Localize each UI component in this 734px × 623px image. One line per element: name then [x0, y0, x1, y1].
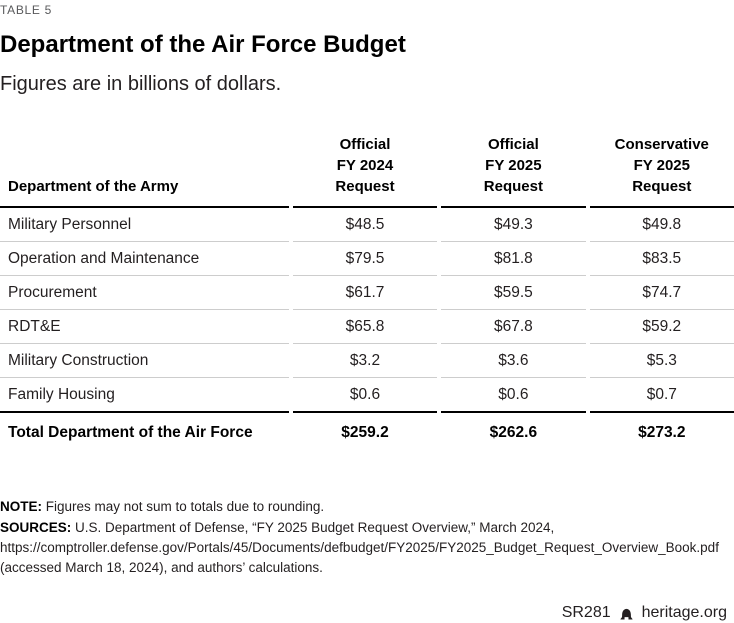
cell-value: $3.2	[292, 344, 438, 379]
column-header-line: Request	[335, 178, 395, 196]
table-row: Family Housing $0.6 $0.6 $0.7	[0, 378, 734, 414]
note-text: Figures may not sum to totals due to rou…	[42, 499, 325, 515]
page-title: Department of the Air Force Budget	[0, 31, 406, 58]
column-header-line: FY 2025	[633, 157, 690, 175]
cell-value: $79.5	[292, 242, 438, 277]
budget-table: Department of the Army Official FY 2024 …	[0, 134, 734, 452]
notes-block: NOTE: Figures may not sum to totals due …	[0, 497, 734, 578]
table-row: Procurement $61.7 $59.5 $74.7	[0, 276, 734, 311]
site-domain: heritage.org	[641, 604, 727, 621]
table-total-row: Total Department of the Air Force $259.2…	[0, 413, 734, 452]
column-header-line: Conservative	[614, 136, 709, 154]
heritage-bell-icon	[618, 605, 635, 622]
table-number-label: TABLE 5	[0, 3, 53, 17]
cell-value: $83.5	[589, 242, 734, 277]
table-row: Military Construction $3.2 $3.6 $5.3	[0, 344, 734, 379]
row-label: Operation and Maintenance	[0, 242, 289, 277]
column-header-official-fy2025: Official FY 2025 Request	[441, 134, 586, 209]
table-row: Military Personnel $48.5 $49.3 $49.8	[0, 208, 734, 243]
column-header-line: Request	[632, 178, 692, 196]
column-header-department: Department of the Army	[0, 134, 289, 209]
total-label: Total Department of the Air Force	[8, 423, 253, 441]
cell-value: $49.8	[589, 208, 734, 243]
row-label: Family Housing	[0, 378, 289, 414]
footer: SR281 heritage.org	[562, 604, 727, 622]
row-label: Military Personnel	[0, 208, 289, 243]
note-label: NOTE:	[0, 499, 42, 515]
cell-value: $3.6	[441, 344, 586, 379]
cell-value: $0.6	[292, 378, 438, 414]
sources-label: SOURCES:	[0, 519, 72, 535]
page-subtitle: Figures are in billions of dollars.	[0, 73, 282, 96]
cell-value: $67.8	[441, 310, 586, 345]
cell-value: $65.8	[292, 310, 438, 345]
cell-value: $48.5	[292, 208, 438, 243]
cell-value: $59.5	[441, 276, 586, 311]
header-row: Department of the Army Official FY 2024 …	[0, 134, 734, 209]
column-header-line: Official	[487, 136, 539, 154]
cell-value: $81.8	[441, 242, 586, 277]
column-header-conservative-fy2025: Conservative FY 2025 Request	[589, 134, 734, 209]
note-line: NOTE: Figures may not sum to totals due …	[0, 497, 734, 517]
column-header-line: FY 2025	[485, 157, 542, 175]
total-value: $259.2	[341, 423, 389, 441]
cell-value: $59.2	[589, 310, 734, 345]
sources-text: U.S. Department of Defense, “FY 2025 Bud…	[0, 519, 719, 576]
cell-value: $0.7	[589, 378, 734, 414]
table-header: Department of the Army Official FY 2024 …	[0, 134, 734, 209]
row-label: RDT&E	[0, 310, 289, 345]
report-id: SR281	[561, 604, 611, 621]
cell-value: $61.7	[292, 276, 438, 311]
total-value: $262.6	[489, 423, 538, 441]
column-header-line: Request	[483, 178, 543, 196]
cell-value: $5.3	[589, 344, 734, 379]
row-label: Procurement	[0, 276, 289, 311]
table-row: RDT&E $65.8 $67.8 $59.2	[0, 310, 734, 345]
row-label: Military Construction	[0, 344, 289, 379]
table-row: Operation and Maintenance $79.5 $81.8 $8…	[0, 242, 734, 277]
column-header-official-fy2024: Official FY 2024 Request	[292, 134, 438, 209]
cell-value: $49.3	[441, 208, 586, 243]
cell-value: $74.7	[589, 276, 734, 311]
sources-line: SOURCES: U.S. Department of Defense, “FY…	[0, 518, 734, 579]
total-value: $273.2	[638, 423, 686, 441]
column-header-line: Official	[339, 136, 391, 154]
cell-value: $0.6	[441, 378, 586, 414]
column-header-line: FY 2024	[336, 157, 394, 175]
